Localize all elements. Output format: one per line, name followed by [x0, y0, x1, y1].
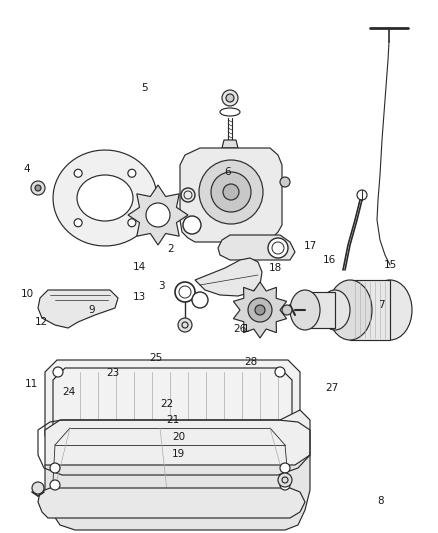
Polygon shape	[233, 282, 286, 338]
Circle shape	[31, 181, 45, 195]
Circle shape	[183, 216, 201, 234]
Text: 27: 27	[325, 383, 339, 393]
Ellipse shape	[320, 290, 350, 330]
Circle shape	[280, 463, 290, 473]
Polygon shape	[45, 410, 310, 475]
Text: 12: 12	[35, 318, 48, 327]
Circle shape	[222, 90, 238, 106]
Circle shape	[35, 185, 41, 191]
Circle shape	[178, 318, 192, 332]
Ellipse shape	[77, 175, 133, 221]
Text: 10: 10	[21, 289, 34, 299]
Polygon shape	[180, 148, 282, 242]
Circle shape	[128, 169, 136, 177]
Text: 26: 26	[233, 325, 247, 334]
Circle shape	[128, 219, 136, 227]
Text: 13: 13	[133, 293, 146, 302]
Text: 5: 5	[141, 83, 148, 93]
Text: 20: 20	[172, 432, 185, 442]
Circle shape	[226, 94, 234, 102]
Text: 23: 23	[106, 368, 120, 378]
Circle shape	[74, 169, 82, 177]
Text: 6: 6	[224, 167, 231, 176]
Text: 22: 22	[161, 399, 174, 409]
Polygon shape	[45, 360, 300, 448]
Text: 9: 9	[88, 305, 95, 315]
Text: 18: 18	[268, 263, 282, 272]
Polygon shape	[195, 258, 262, 296]
Text: 28: 28	[244, 358, 257, 367]
Circle shape	[282, 305, 292, 315]
Circle shape	[275, 432, 285, 442]
Circle shape	[255, 305, 265, 315]
Circle shape	[53, 367, 63, 377]
Text: 17: 17	[304, 241, 317, 251]
Polygon shape	[45, 455, 310, 530]
Ellipse shape	[290, 290, 320, 330]
Circle shape	[357, 190, 367, 200]
Polygon shape	[38, 488, 305, 518]
Circle shape	[50, 480, 60, 490]
Circle shape	[74, 219, 82, 227]
Polygon shape	[38, 290, 118, 328]
Polygon shape	[222, 140, 238, 148]
Text: 1: 1	[243, 324, 250, 334]
Polygon shape	[53, 150, 157, 246]
Circle shape	[275, 367, 285, 377]
Text: 21: 21	[166, 415, 180, 425]
Circle shape	[248, 298, 272, 322]
Text: 16: 16	[323, 255, 336, 265]
Circle shape	[278, 473, 292, 487]
Text: 15: 15	[384, 261, 397, 270]
Polygon shape	[350, 280, 390, 340]
Text: 19: 19	[172, 449, 185, 459]
Ellipse shape	[328, 280, 372, 340]
Circle shape	[175, 282, 195, 302]
Circle shape	[280, 480, 290, 490]
Circle shape	[53, 432, 63, 442]
Circle shape	[223, 184, 239, 200]
Circle shape	[268, 238, 288, 258]
Text: 14: 14	[133, 262, 146, 271]
Circle shape	[199, 160, 263, 224]
Text: 2: 2	[167, 245, 174, 254]
Polygon shape	[128, 185, 188, 245]
Circle shape	[146, 203, 170, 227]
Text: 3: 3	[158, 281, 165, 291]
Polygon shape	[218, 235, 295, 260]
Polygon shape	[305, 292, 335, 328]
Text: 8: 8	[378, 496, 385, 506]
Text: 11: 11	[25, 379, 38, 389]
Text: 24: 24	[63, 387, 76, 397]
Circle shape	[192, 292, 208, 308]
Ellipse shape	[368, 280, 412, 340]
Circle shape	[50, 463, 60, 473]
Circle shape	[211, 172, 251, 212]
Text: 4: 4	[24, 165, 31, 174]
Text: 7: 7	[378, 300, 385, 310]
Text: 25: 25	[149, 353, 162, 363]
Circle shape	[32, 482, 44, 494]
Circle shape	[280, 177, 290, 187]
